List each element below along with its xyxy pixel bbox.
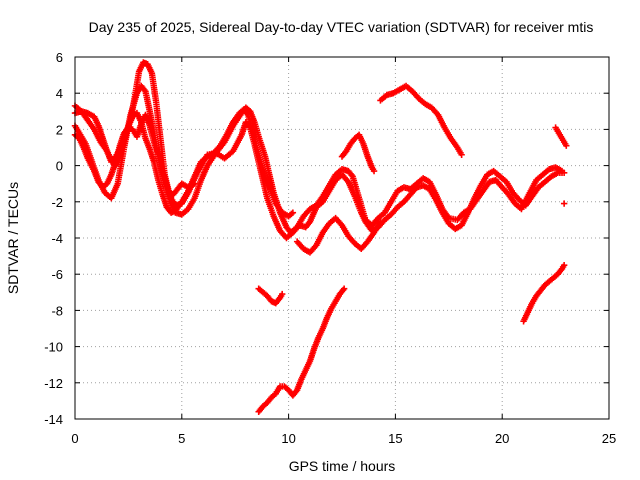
y-tick-label: -6 xyxy=(51,267,63,282)
plot-area xyxy=(71,59,570,415)
x-tick-label: 10 xyxy=(281,431,295,446)
series-track-2 xyxy=(71,82,566,236)
data-point xyxy=(340,285,348,292)
series-track-5 xyxy=(293,214,384,256)
x-tick-label: 20 xyxy=(495,431,509,446)
data-point xyxy=(560,261,568,269)
y-tick-label: 6 xyxy=(56,50,63,65)
series-track-11 xyxy=(552,124,570,149)
series-track-9 xyxy=(255,285,348,415)
series-track-8 xyxy=(255,285,286,307)
series-track-4 xyxy=(71,102,297,220)
y-tick-label: -10 xyxy=(44,340,63,355)
series-track-10 xyxy=(520,261,568,325)
x-tick-label: 0 xyxy=(71,431,78,446)
y-tick-label: 0 xyxy=(56,159,63,174)
series-track-6 xyxy=(338,131,378,175)
y-tick-label: -2 xyxy=(51,195,63,210)
y-tick-label: -14 xyxy=(44,412,63,427)
y-tick-label: -4 xyxy=(51,231,63,246)
data-point xyxy=(377,218,384,225)
y-tick-label: -12 xyxy=(44,376,63,391)
y-axis-title: SDTVAR / TECUs xyxy=(5,182,21,294)
x-axis-title: GPS time / hours xyxy=(289,458,396,474)
data-point xyxy=(560,169,568,177)
series-track-12 xyxy=(560,200,568,207)
plot-frame xyxy=(74,56,610,420)
data-point xyxy=(278,290,286,298)
data-point xyxy=(370,167,378,175)
data-point xyxy=(458,151,465,158)
y-axis: -14 -12 -10 -8 -6 -4 -2 0 2 4 6 xyxy=(44,50,609,427)
data-point xyxy=(560,200,568,207)
y-tick-label: 4 xyxy=(56,86,63,101)
x-tick-label: 15 xyxy=(388,431,402,446)
x-tick-label: 25 xyxy=(602,431,616,446)
chart-title: Day 235 of 2025, Sidereal Day-to-day VTE… xyxy=(89,19,594,35)
x-axis: 0 5 10 15 20 25 xyxy=(71,57,616,446)
data-point xyxy=(563,142,570,149)
y-tick-label: 2 xyxy=(56,122,63,137)
series-track-3 xyxy=(71,111,568,242)
data-point xyxy=(289,209,297,216)
series-track-7 xyxy=(377,82,465,158)
y-tick-label: -8 xyxy=(51,303,63,318)
x-tick-label: 5 xyxy=(178,431,185,446)
